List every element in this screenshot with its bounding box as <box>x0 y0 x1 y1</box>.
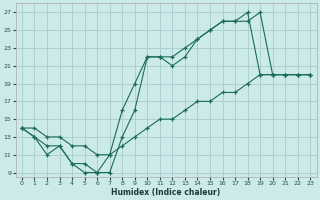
X-axis label: Humidex (Indice chaleur): Humidex (Indice chaleur) <box>111 188 221 197</box>
